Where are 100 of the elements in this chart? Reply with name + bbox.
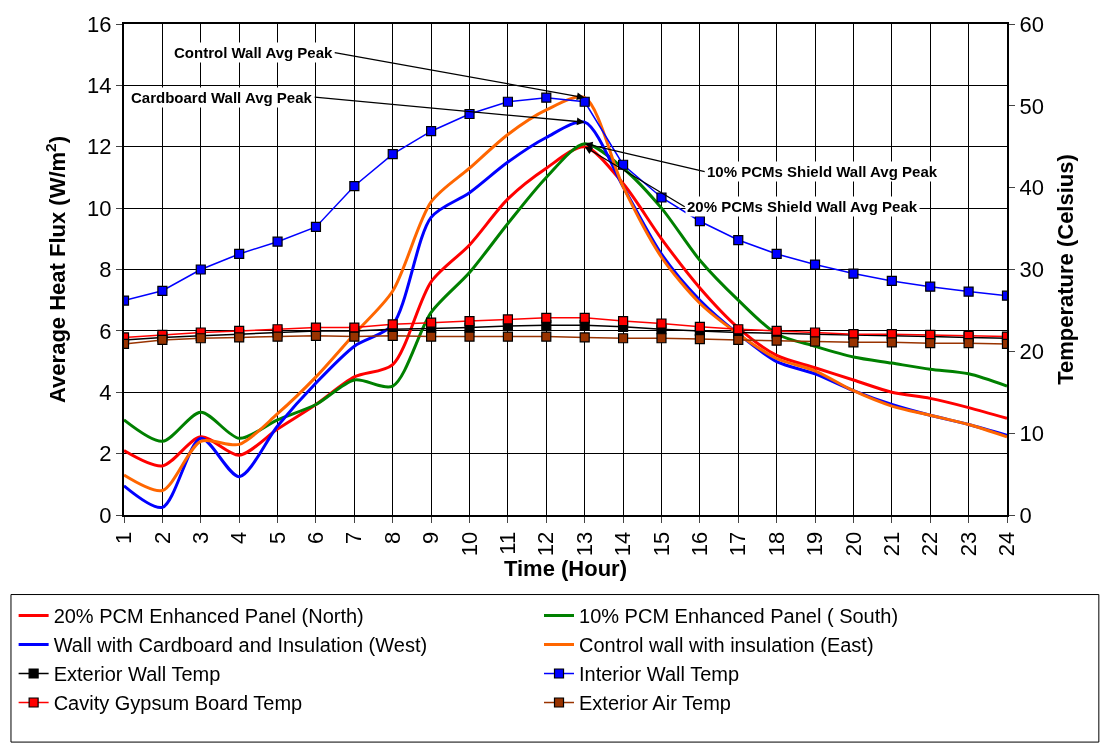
point [349, 180, 360, 192]
x-tick-label: 1 [111, 531, 137, 545]
annotation: Control Wall Avg Peak [174, 44, 334, 61]
point [579, 96, 590, 107]
x-tick-label: 23 [955, 531, 981, 557]
y-tick-label: 2 [99, 441, 112, 467]
point [617, 333, 629, 344]
y2-axis-title: Temperature (Celsius) [1053, 154, 1079, 385]
point [464, 315, 475, 327]
x-tick-label: 9 [418, 531, 444, 545]
point [809, 336, 821, 347]
y-tick-label: 14 [87, 73, 112, 99]
annotation: Cardboard Wall Avg Peak [131, 89, 313, 106]
legend-label: Exterior Wall Temp [53, 663, 221, 686]
x-tick-label: 22 [917, 531, 943, 557]
point [963, 338, 974, 349]
point [272, 331, 283, 342]
point [157, 285, 168, 296]
y2-tick-label: 50 [1019, 93, 1044, 119]
x-tick-label: 5 [264, 531, 290, 545]
point [426, 331, 437, 342]
x-axis-title: Time (Hour) [503, 556, 628, 582]
x-tick-label: 6 [303, 531, 329, 545]
y2-tick-label: 60 [1019, 11, 1044, 37]
y-tick-label: 0 [99, 502, 112, 528]
point [272, 236, 283, 247]
point [387, 319, 398, 330]
x-tick-label: 19 [802, 531, 828, 557]
x-tick-label: 17 [725, 531, 751, 557]
point [349, 331, 360, 342]
point [848, 268, 859, 279]
point [733, 334, 744, 345]
legend-label: Control wall with insulation (East) [579, 634, 874, 657]
y-tick-label: 16 [87, 11, 112, 37]
point [387, 330, 398, 341]
annotation: 10% PCMs Shield Wall Avg Peak [707, 163, 938, 180]
point [234, 248, 245, 260]
x-tick-label: 2 [149, 531, 175, 545]
point [541, 331, 552, 342]
legend-label: 10% PCM Enhanced Panel ( South) [579, 605, 899, 628]
point [809, 259, 821, 270]
point [925, 338, 936, 349]
y2-tick-label: 40 [1019, 175, 1044, 201]
point [771, 335, 782, 346]
y-tick-label: 10 [87, 195, 112, 221]
x-tick-label: 18 [763, 531, 789, 557]
point [733, 234, 744, 246]
y-tick-label: 8 [99, 257, 112, 283]
point [656, 333, 667, 344]
point [848, 337, 859, 348]
point [502, 331, 514, 342]
point [579, 332, 590, 343]
y2-tick-label: 30 [1019, 257, 1044, 283]
point [387, 149, 398, 160]
point [310, 330, 322, 341]
point [502, 314, 514, 325]
x-tick-label: 11 [495, 531, 521, 555]
x-tick-label: 21 [878, 531, 904, 557]
y-tick-label: 4 [99, 379, 112, 405]
point [195, 264, 206, 275]
point [310, 221, 322, 233]
legend-label: 20% PCM Enhanced Panel (North) [53, 605, 364, 628]
x-tick-label: 7 [341, 531, 367, 545]
point [925, 281, 936, 292]
y-tick-label: 6 [99, 318, 112, 344]
point [426, 317, 437, 328]
y2-tick-label: 20 [1019, 339, 1044, 365]
legend-label: Cavity Gypsum Board Temp [53, 692, 303, 715]
x-tick-label: 15 [648, 531, 674, 557]
x-tick-label: 14 [610, 531, 636, 557]
y2-tick-label: 10 [1019, 420, 1044, 446]
point [656, 318, 667, 329]
x-tick-label: 24 [994, 531, 1020, 557]
point [771, 248, 782, 260]
point [656, 192, 667, 203]
point [579, 312, 590, 323]
point [694, 333, 705, 345]
x-tick-label: 3 [187, 531, 213, 545]
point [541, 312, 552, 323]
annotation: 20% PCMs Shield Wall Avg Peak [687, 198, 918, 215]
y-tick-label: 12 [87, 134, 112, 160]
point [426, 126, 437, 137]
x-tick-label: 13 [571, 531, 597, 557]
point [464, 331, 475, 342]
y2-tick-label: 0 [1019, 502, 1032, 528]
legend-label: Wall with Cardboard and Insulation (West) [53, 634, 428, 657]
legend-label: Exterior Air Temp [579, 692, 731, 715]
point [694, 321, 705, 332]
x-tick-label: 12 [533, 531, 559, 557]
x-tick-label: 16 [687, 531, 713, 557]
point [963, 286, 974, 297]
legend-label: Interior Wall Temp [579, 663, 740, 686]
x-tick-label: 10 [456, 531, 482, 557]
x-tick-label: 20 [840, 531, 866, 557]
x-tick-label: 8 [379, 531, 405, 545]
point [886, 337, 897, 348]
point [541, 92, 552, 103]
point [617, 315, 629, 327]
point [886, 275, 897, 287]
point [502, 96, 514, 107]
